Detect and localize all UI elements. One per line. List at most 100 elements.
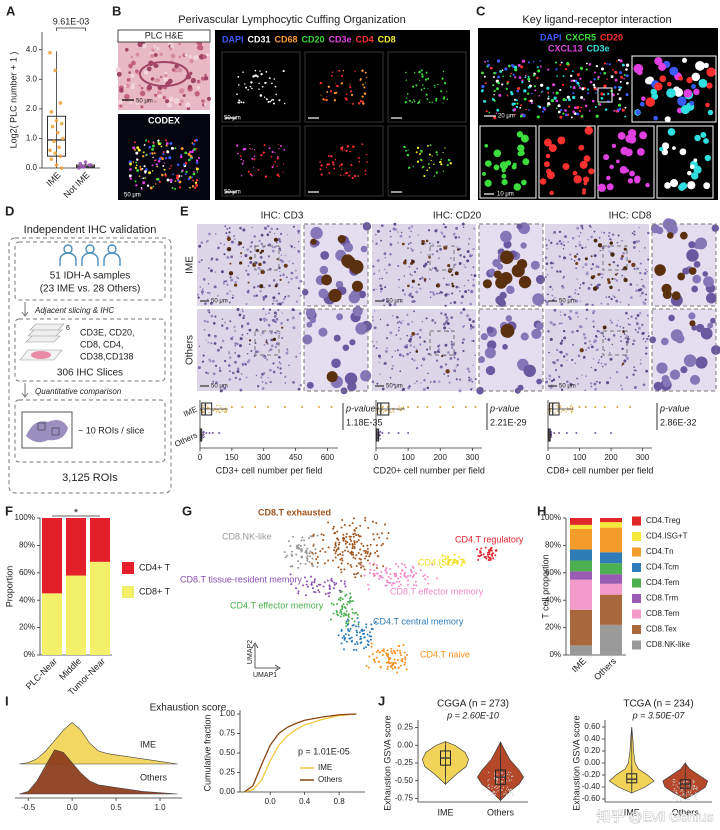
- cell-dot: [201, 360, 205, 363]
- cell-dot: [461, 558, 464, 561]
- cell-dot: [177, 67, 183, 73]
- cell-dot: [119, 88, 124, 93]
- cell-dot: [396, 315, 399, 319]
- chart-title: CGGA (n = 273): [437, 699, 509, 710]
- panel-d: D Independent IHC validation 51 IDH-A sa…: [5, 203, 172, 494]
- cell-dot: [605, 296, 607, 298]
- cell-dot: [555, 107, 558, 110]
- cell-dot: [479, 549, 482, 552]
- cell-dot: [229, 276, 232, 279]
- cell-dot: [590, 267, 593, 271]
- codex-image: [118, 114, 210, 200]
- cell-dot: [314, 548, 317, 551]
- cell-dot: [375, 347, 378, 350]
- cell-dot: [346, 145, 349, 148]
- x-tick-label: 300: [636, 453, 650, 462]
- jitter-dot: [685, 795, 687, 797]
- cell-dot: [675, 334, 685, 344]
- cell-dot: [238, 344, 243, 348]
- cell-dot: [550, 266, 554, 269]
- cell-dot: [265, 70, 268, 73]
- cell-dot: [386, 649, 389, 652]
- jitter-dot: [693, 780, 695, 783]
- cell-dot: [346, 541, 349, 544]
- cell-dot: [289, 573, 292, 576]
- cell-dot: [197, 366, 201, 370]
- cell-dot: [580, 116, 583, 119]
- jitter-dot: [509, 779, 511, 781]
- cell-dot: [609, 319, 612, 322]
- y-tick-label: -0.50: [395, 776, 414, 785]
- cell-dot: [264, 175, 268, 178]
- legend-label: CD4+ T: [139, 562, 171, 572]
- cell-dot: [345, 535, 348, 538]
- cell-dot: [343, 174, 345, 176]
- jitter-dot: [570, 409, 572, 411]
- cell-dot: [136, 146, 140, 150]
- cell-dot: [152, 144, 155, 148]
- codex-tile: [387, 51, 467, 123]
- violin-half: [631, 726, 655, 794]
- cell-dot: [299, 548, 302, 551]
- jitter-dot: [385, 409, 387, 412]
- axis-label: UMAP2: [247, 640, 254, 664]
- jitter-dot: [678, 782, 680, 785]
- cell-dot: [627, 178, 634, 184]
- point: [56, 130, 60, 135]
- cell-dot: [611, 93, 615, 97]
- jitter-dot: [382, 412, 385, 414]
- cell-dot: [271, 302, 274, 305]
- cell-dot: [370, 642, 373, 645]
- cell-dot: [455, 285, 459, 289]
- cell-dot: [619, 86, 623, 89]
- cell-dot: [595, 65, 599, 68]
- cell-dot: [397, 264, 400, 267]
- cell-dot: [279, 232, 283, 236]
- cell-dot: [677, 272, 686, 281]
- cell-dot: [376, 259, 380, 263]
- cell-dot: [583, 176, 590, 183]
- cell-dot: [340, 629, 343, 632]
- cell-dot: [427, 254, 429, 256]
- cell-dot: [280, 254, 283, 257]
- jitter-dot: [696, 786, 698, 788]
- codex-tile: [387, 125, 467, 197]
- jitter-dot: [696, 793, 698, 795]
- cell-dot: [198, 45, 204, 51]
- cell-dot: [625, 376, 629, 379]
- cell-dot: [364, 173, 367, 175]
- cell-dot: [344, 542, 347, 545]
- cell-dot: [602, 273, 604, 276]
- cell-dot: [338, 165, 341, 167]
- cell-dot: [205, 339, 207, 341]
- jitter-dot: [510, 772, 512, 774]
- cell-dot: [500, 323, 515, 338]
- cell-dot: [505, 160, 512, 166]
- cell-dot: [521, 179, 527, 186]
- cell-dot: [352, 535, 355, 538]
- cell-dot: [521, 81, 524, 84]
- cell-dot: [506, 285, 515, 295]
- cell-dot: [162, 153, 165, 156]
- cell-dot: [468, 243, 470, 245]
- cell-dot: [582, 356, 586, 359]
- cell-dot: [169, 96, 174, 102]
- cell-dot: [566, 359, 568, 361]
- cell-dot: [395, 334, 398, 336]
- cell-dot: [576, 112, 580, 116]
- cell-dot: [305, 556, 308, 559]
- cell-dot: [157, 159, 161, 163]
- cell-dot: [581, 374, 583, 376]
- cell-dot: [493, 149, 502, 158]
- cell-dot: [610, 238, 613, 241]
- cell-dot: [458, 290, 461, 293]
- cell-dot: [527, 86, 531, 89]
- cell-dot: [207, 292, 209, 294]
- cell-dot: [447, 318, 450, 321]
- cell-dot: [297, 240, 300, 243]
- x-tick-label: -0.5: [21, 803, 35, 812]
- cell-dot: [170, 165, 173, 167]
- cell-dot: [425, 93, 428, 96]
- jitter-dot: [491, 793, 493, 796]
- cell-dot: [637, 240, 641, 243]
